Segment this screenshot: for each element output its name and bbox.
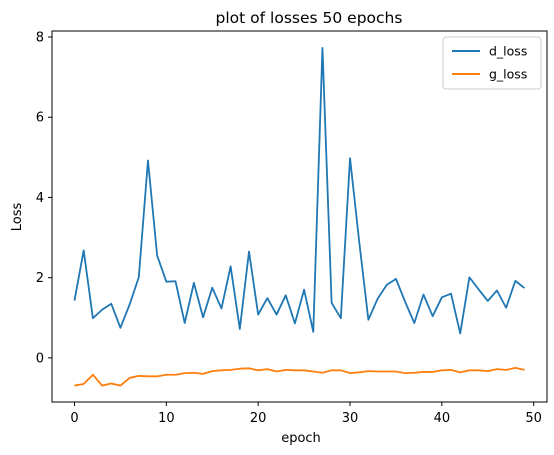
x-tick-label: 10: [158, 411, 175, 426]
x-tick-label: 0: [70, 411, 78, 426]
x-tick-labels: 0 10 20 30 40 50: [70, 411, 542, 426]
x-tick-label: 30: [342, 411, 359, 426]
x-tick-label: 20: [250, 411, 267, 426]
y-tick-label: 6: [36, 111, 44, 126]
x-axis-label: epoch: [281, 431, 321, 446]
y-tick-labels: 0 2 4 6 8: [36, 31, 44, 367]
series-line-g-loss: [74, 367, 525, 387]
y-tick-label: 2: [36, 271, 44, 286]
series-line-d-loss: [73, 46, 526, 335]
x-tick-label: 40: [434, 411, 451, 426]
y-axis-label: Loss: [10, 203, 25, 232]
legend-label-d-loss: d_loss: [489, 44, 527, 59]
y-tick-label: 4: [36, 191, 44, 206]
legend: d_loss g_loss: [442, 36, 542, 90]
y-tick-label: 8: [36, 31, 44, 46]
x-tick-label: 50: [525, 411, 542, 426]
axis-ticks: [48, 36, 535, 406]
legend-label-g-loss: g_loss: [489, 67, 527, 82]
plot-area-frame: [51, 30, 548, 403]
chart-title: plot of losses 50 epochs: [216, 9, 403, 27]
series-lines: [73, 46, 526, 387]
y-tick-label: 0: [36, 351, 44, 366]
